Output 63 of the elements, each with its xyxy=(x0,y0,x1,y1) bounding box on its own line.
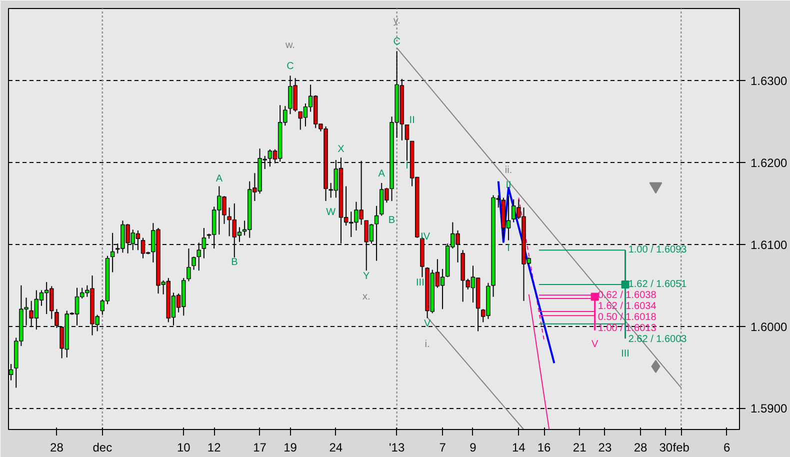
annotation: 2.62 / 1.6003 xyxy=(628,334,688,346)
candlestick xyxy=(186,248,191,282)
candlestick xyxy=(196,242,201,272)
y-tick-label: 1.5900 xyxy=(750,402,788,416)
x-tick-label: 10 xyxy=(176,440,191,454)
candlestick xyxy=(54,308,59,328)
annotation: C xyxy=(393,36,400,48)
annotation: V xyxy=(591,338,598,350)
annotation: i. xyxy=(424,338,430,350)
x-tick-label: 6 xyxy=(723,440,730,454)
annotation: B xyxy=(388,215,396,226)
x-tick-label: 14 xyxy=(512,440,526,454)
x-tick-label: 23 xyxy=(598,440,612,454)
candlestick xyxy=(110,232,115,273)
candlestick xyxy=(404,124,410,162)
candlestick xyxy=(202,228,206,259)
x-tick-label: '13 xyxy=(389,440,405,454)
annotation: w. xyxy=(284,40,295,51)
annotation: V xyxy=(424,318,431,330)
candlestick xyxy=(374,205,379,262)
y-tick-label: 1.6300 xyxy=(750,74,788,88)
x-tick-label: 16 xyxy=(537,440,552,454)
x-tick-label: 17 xyxy=(253,440,267,454)
point xyxy=(649,182,662,194)
annotation: ii. xyxy=(504,165,512,176)
y-tick-label: 1.6000 xyxy=(750,320,788,334)
annotation: III xyxy=(621,348,630,360)
x-tick-label: 24 xyxy=(329,440,343,454)
annotation: B xyxy=(231,256,238,268)
annotation: A xyxy=(216,173,223,184)
x-tick-label: dec xyxy=(92,440,112,454)
point xyxy=(621,280,630,289)
x-tick-label: 12 xyxy=(207,440,222,454)
point xyxy=(590,292,599,301)
annotation: I xyxy=(406,160,408,172)
annotation: II xyxy=(506,180,512,191)
annotation: II xyxy=(409,115,415,126)
annotation: x. xyxy=(362,291,370,302)
annotation: Y xyxy=(363,270,370,282)
y-tick-label: 1.6200 xyxy=(750,156,788,170)
annotation: 0.50 / 1.6018 xyxy=(598,312,657,324)
annotation: X xyxy=(338,144,345,155)
annotation: III xyxy=(416,277,424,288)
point xyxy=(651,360,660,373)
x-tick-label: 7 xyxy=(439,440,446,454)
annotation: y. xyxy=(393,15,400,26)
annotation: C xyxy=(286,61,294,72)
annotation: 1.00 / 1.6093 xyxy=(628,244,688,256)
annotation: 1.62 / 1.6034 xyxy=(598,301,657,312)
x-tick-label: feb xyxy=(672,440,690,454)
annotation: IV xyxy=(420,232,430,243)
annotation: I xyxy=(507,242,510,254)
x-tick-label: 19 xyxy=(284,440,298,454)
x-tick-label: 28 xyxy=(634,440,648,454)
x-tick-label: 28 xyxy=(50,440,64,454)
x-tick-label: 9 xyxy=(470,440,477,454)
x-tick-label: 21 xyxy=(572,440,587,454)
candlestick xyxy=(192,256,196,270)
y-tick-label: 1.6100 xyxy=(750,238,788,252)
annotation: A xyxy=(378,168,386,180)
x-tick-label: 30 xyxy=(659,440,673,454)
annotation: W xyxy=(326,206,336,218)
line-series xyxy=(497,180,556,364)
